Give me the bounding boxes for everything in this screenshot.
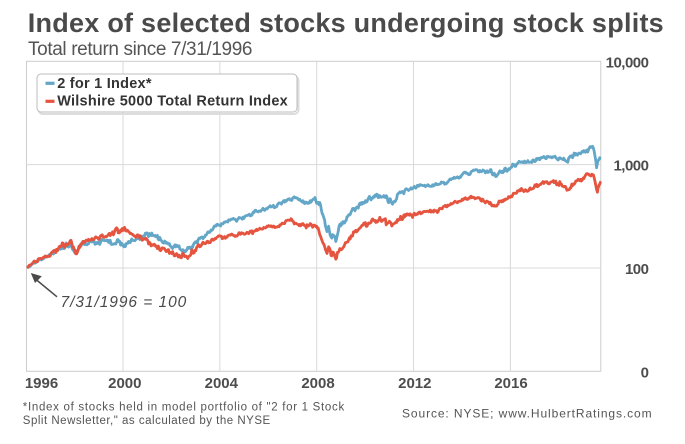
svg-text:Index of selected stocks under: Index of selected stocks undergoing stoc… [28,8,664,38]
svg-text:*Index of stocks held in model: *Index of stocks held in model portfolio… [23,402,345,414]
svg-text:2008: 2008 [301,375,334,392]
svg-text:Total return since 7/31/1996: Total return since 7/31/1996 [28,39,252,60]
svg-text:Split Newsletter," as calculat: Split Newsletter," as calculated by the … [23,415,271,427]
svg-text:2016: 2016 [494,375,527,392]
svg-text:2000: 2000 [108,375,141,392]
svg-text:2004: 2004 [205,375,239,392]
svg-text:10,000: 10,000 [606,54,649,71]
svg-text:1996: 1996 [25,375,58,392]
svg-text:Source: NYSE; www.HulbertRatin: Source: NYSE; www.HulbertRatings.com [402,407,652,421]
svg-text:2012: 2012 [398,375,431,392]
svg-text:Wilshire 5000 Total Return Ind: Wilshire 5000 Total Return Index [57,94,288,110]
svg-text:0: 0 [641,364,649,381]
svg-text:1,000: 1,000 [613,158,648,175]
svg-text:100: 100 [625,261,649,278]
svg-text:2 for 1 Index*: 2 for 1 Index* [57,76,152,92]
svg-text:7/31/1996 = 100: 7/31/1996 = 100 [61,294,188,311]
